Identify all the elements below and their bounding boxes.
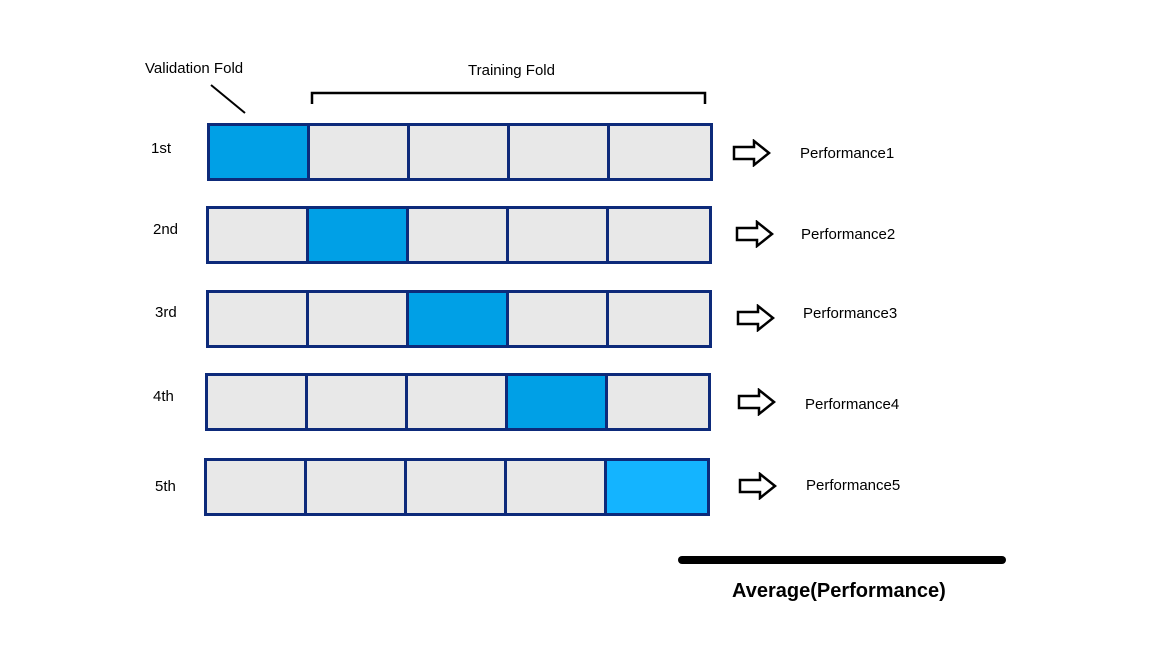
performance-label: Performance3 (803, 305, 898, 322)
row-label: 3rd (155, 304, 177, 321)
fold-row (206, 290, 712, 348)
training-fold-cell (609, 293, 709, 345)
validation-fold-cell (210, 126, 310, 178)
training-fold-cell (608, 376, 708, 428)
training-fold-cell (307, 461, 407, 513)
training-fold-cell (410, 126, 510, 178)
average-label: Average(Performance) (732, 580, 946, 602)
training-fold-cell (408, 376, 508, 428)
right-arrow-icon (732, 139, 772, 167)
validation-fold-cell (508, 376, 608, 428)
training-fold-label: Training Fold (468, 62, 555, 79)
row-label: 1st (151, 140, 172, 157)
training-fold-cell (409, 209, 509, 261)
training-fold-cell (209, 293, 309, 345)
training-fold-cell (507, 461, 607, 513)
training-fold-cell (308, 376, 408, 428)
training-fold-cell (207, 461, 307, 513)
training-fold-cell (309, 293, 409, 345)
training-fold-cell (509, 209, 609, 261)
average-bar (678, 556, 1006, 564)
fold-row (206, 206, 712, 264)
performance-label: Performance5 (806, 477, 901, 494)
training-fold-cell (610, 126, 710, 178)
training-fold-cell (509, 293, 609, 345)
training-fold-cell (510, 126, 610, 178)
performance-label: Performance1 (800, 145, 895, 162)
performance-label: Performance2 (801, 226, 896, 243)
right-arrow-icon (735, 220, 775, 248)
row-label: 5th (155, 478, 176, 495)
validation-fold-label: Validation Fold (145, 60, 244, 77)
validation-pointer-line (210, 84, 246, 114)
training-fold-cell (208, 376, 308, 428)
validation-fold-cell (607, 461, 707, 513)
row-label: 2nd (153, 221, 179, 238)
fold-row (207, 123, 713, 181)
right-arrow-icon (737, 388, 777, 416)
training-fold-cell (310, 126, 410, 178)
training-fold-cell (609, 209, 709, 261)
training-fold-bracket (310, 91, 707, 104)
fold-row (204, 458, 710, 516)
validation-fold-cell (309, 209, 409, 261)
fold-row (205, 373, 711, 431)
training-fold-cell (209, 209, 309, 261)
performance-label: Performance4 (805, 396, 900, 413)
training-fold-cell (407, 461, 507, 513)
right-arrow-icon (736, 304, 776, 332)
validation-fold-cell (409, 293, 509, 345)
right-arrow-icon (738, 472, 778, 500)
row-label: 4th (153, 388, 174, 405)
